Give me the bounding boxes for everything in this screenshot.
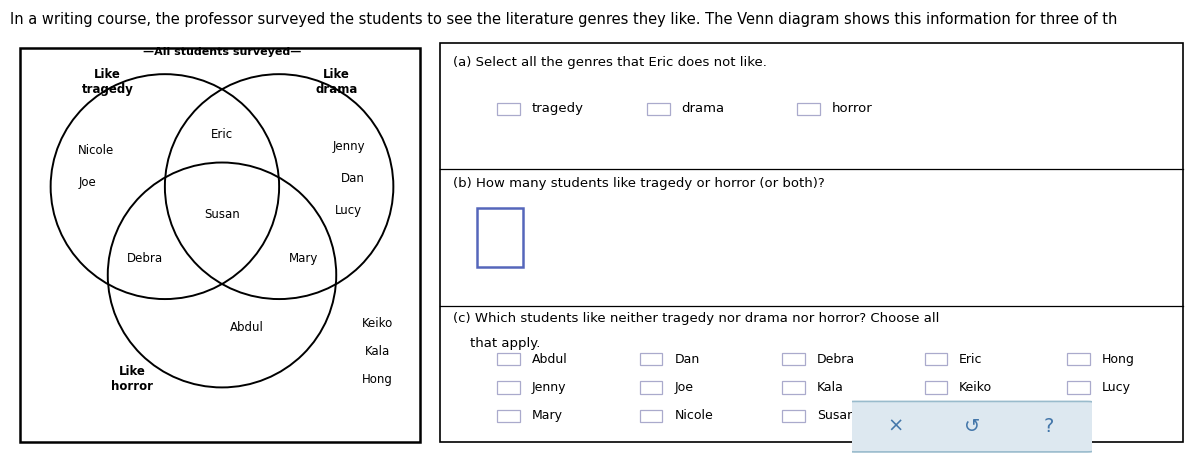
Text: Lucy: Lucy (335, 204, 362, 217)
FancyBboxPatch shape (797, 103, 820, 115)
Text: (a) Select all the genres that Eric does not like.: (a) Select all the genres that Eric does… (454, 56, 767, 69)
FancyBboxPatch shape (640, 410, 662, 422)
Text: Like
tragedy: Like tragedy (82, 68, 133, 96)
Text: Hong: Hong (361, 373, 392, 386)
Text: Dan: Dan (341, 172, 365, 185)
Text: Jenny: Jenny (332, 140, 365, 153)
Text: Dan: Dan (674, 353, 700, 366)
Text: In a writing course, the professor surveyed the students to see the literature g: In a writing course, the professor surve… (10, 12, 1117, 27)
Text: Eric: Eric (959, 353, 983, 366)
Text: Nicole: Nicole (77, 144, 114, 157)
FancyBboxPatch shape (497, 353, 520, 365)
FancyBboxPatch shape (782, 410, 805, 422)
Text: ?: ? (1044, 417, 1054, 436)
Text: Jenny: Jenny (532, 381, 566, 394)
FancyBboxPatch shape (847, 402, 1094, 452)
FancyBboxPatch shape (640, 382, 662, 394)
Text: Lucy: Lucy (1102, 381, 1130, 394)
Text: drama: drama (682, 102, 725, 115)
Text: Joe: Joe (78, 176, 96, 189)
Text: Mary: Mary (532, 409, 563, 422)
Text: Mary: Mary (289, 252, 318, 265)
Text: Hong: Hong (1102, 353, 1135, 366)
FancyBboxPatch shape (782, 353, 805, 365)
Text: Debra: Debra (817, 353, 854, 366)
Text: Like
drama: Like drama (316, 68, 358, 96)
FancyBboxPatch shape (925, 382, 947, 394)
FancyBboxPatch shape (640, 353, 662, 365)
Text: Susan: Susan (817, 409, 854, 422)
FancyBboxPatch shape (1067, 353, 1090, 365)
Text: Abdul: Abdul (532, 353, 568, 366)
Text: Keiko: Keiko (361, 317, 392, 330)
FancyBboxPatch shape (478, 208, 523, 267)
FancyBboxPatch shape (497, 103, 520, 115)
Text: (b) How many students like tragedy or horror (or both)?: (b) How many students like tragedy or ho… (454, 177, 824, 190)
Text: Kala: Kala (817, 381, 844, 394)
FancyBboxPatch shape (925, 353, 947, 365)
Text: Nicole: Nicole (674, 409, 713, 422)
Text: Joe: Joe (674, 381, 694, 394)
Text: that apply.: that apply. (454, 337, 540, 350)
Text: tragedy: tragedy (532, 102, 583, 115)
FancyBboxPatch shape (497, 410, 520, 422)
Text: Like
horror: Like horror (112, 365, 154, 393)
Text: Kala: Kala (365, 345, 390, 358)
Text: (c) Which students like neither tragedy nor drama nor horror? Choose all: (c) Which students like neither tragedy … (454, 312, 940, 325)
Text: Eric: Eric (211, 128, 233, 141)
Text: Debra: Debra (126, 252, 162, 265)
Text: Keiko: Keiko (959, 381, 992, 394)
FancyBboxPatch shape (1067, 382, 1090, 394)
Text: Abdul: Abdul (229, 321, 264, 334)
Text: Susan: Susan (204, 208, 240, 221)
Text: horror: horror (832, 102, 872, 115)
FancyBboxPatch shape (782, 382, 805, 394)
FancyBboxPatch shape (647, 103, 670, 115)
Text: ↺: ↺ (964, 417, 980, 436)
Text: ×: × (887, 417, 904, 436)
Text: —All students surveyed—: —All students surveyed— (143, 47, 301, 57)
FancyBboxPatch shape (497, 382, 520, 394)
